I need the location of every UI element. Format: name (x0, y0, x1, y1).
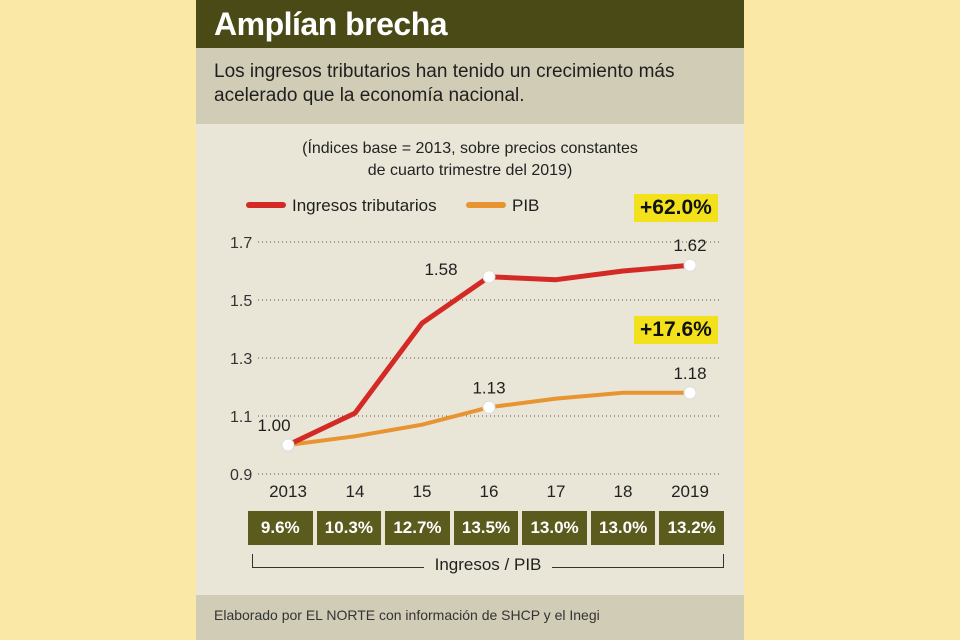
legend-label-ingresos: Ingresos tributarios (292, 196, 437, 215)
bracket-line-left (252, 567, 424, 568)
ratio-cell: 13.5% (453, 511, 519, 545)
ratio-label: Ingresos / PIB (434, 555, 542, 574)
ratio-cell: 13.0% (522, 511, 587, 545)
page-title: Amplían brecha (214, 6, 448, 42)
legend-item-pib: PIB (466, 196, 539, 216)
bracket-tick-right (723, 554, 724, 568)
data-point-marker (482, 400, 496, 414)
legend-swatch-ingresos (246, 201, 286, 208)
x-tick-label: 2019 (671, 482, 709, 501)
x-tick-label: 16 (480, 482, 499, 501)
footer-band: Elaborado por EL NORTE con información d… (196, 595, 744, 640)
y-tick-label: 1.1 (230, 409, 252, 426)
data-point-marker (683, 258, 697, 272)
infographic-panel: Amplían brecha Los ingresos tributarios … (196, 0, 744, 640)
x-tick-label: 18 (614, 482, 633, 501)
legend-swatch-pib (466, 201, 506, 208)
data-point-marker (482, 270, 496, 284)
legend-item-ingresos: Ingresos tributarios (246, 196, 437, 216)
ratio-cell: 10.3% (316, 511, 382, 545)
data-point-marker (281, 438, 295, 452)
y-tick-label: 1.5 (230, 293, 252, 310)
ratio-row: 9.6% 10.3% 12.7% 13.5% 13.0% 13.0% 13.2% (248, 511, 724, 545)
data-label: 1.62 (673, 236, 706, 255)
data-label: 1.00 (257, 416, 290, 435)
data-label: 1.13 (472, 378, 505, 397)
x-tick-label: 15 (413, 482, 432, 501)
bracket-line-right (552, 567, 724, 568)
data-label: 1.58 (424, 260, 457, 279)
ratio-cell: 9.6% (248, 511, 313, 545)
data-label: 1.18 (673, 364, 706, 383)
ratio-cell: 13.2% (659, 511, 724, 545)
y-tick-label: 1.7 (230, 235, 252, 252)
x-tick-label: 2013 (269, 482, 307, 501)
y-tick-label: 1.3 (230, 351, 252, 368)
legend-label-pib: PIB (512, 196, 540, 215)
chart-note-line-1: (Índices base = 2013, sobre precios cons… (302, 140, 638, 157)
x-tick-label: 14 (346, 482, 365, 501)
badge-ingresos-growth: +62.0% (634, 194, 718, 222)
ratio-bracket: Ingresos / PIB (252, 554, 724, 576)
bracket-tick-left (252, 554, 253, 568)
chart-note: (Índices base = 2013, sobre precios cons… (196, 138, 744, 182)
y-tick-label: 0.9 (230, 467, 252, 484)
x-tick-label: 17 (547, 482, 566, 501)
subtitle-band: Los ingresos tributarios han tenido un c… (196, 48, 744, 124)
data-point-marker (683, 386, 697, 400)
subtitle: Los ingresos tributarios han tenido un c… (214, 61, 675, 106)
header-bar: Amplían brecha (196, 0, 744, 48)
series-line-ingresos (285, 262, 693, 448)
ratio-cell: 12.7% (385, 511, 450, 545)
ratio-cell: 13.0% (590, 511, 656, 545)
chart-note-line-2: de cuarto trimestre del 2019) (367, 162, 573, 179)
badge-pib-growth: +17.6% (634, 316, 718, 344)
source-footer: Elaborado por EL NORTE con información d… (214, 607, 600, 623)
line-chart: 0.9 1.1 1.3 1.5 1.7 2013 14 15 16 17 18 2019 1.00 1.5… (230, 235, 720, 501)
